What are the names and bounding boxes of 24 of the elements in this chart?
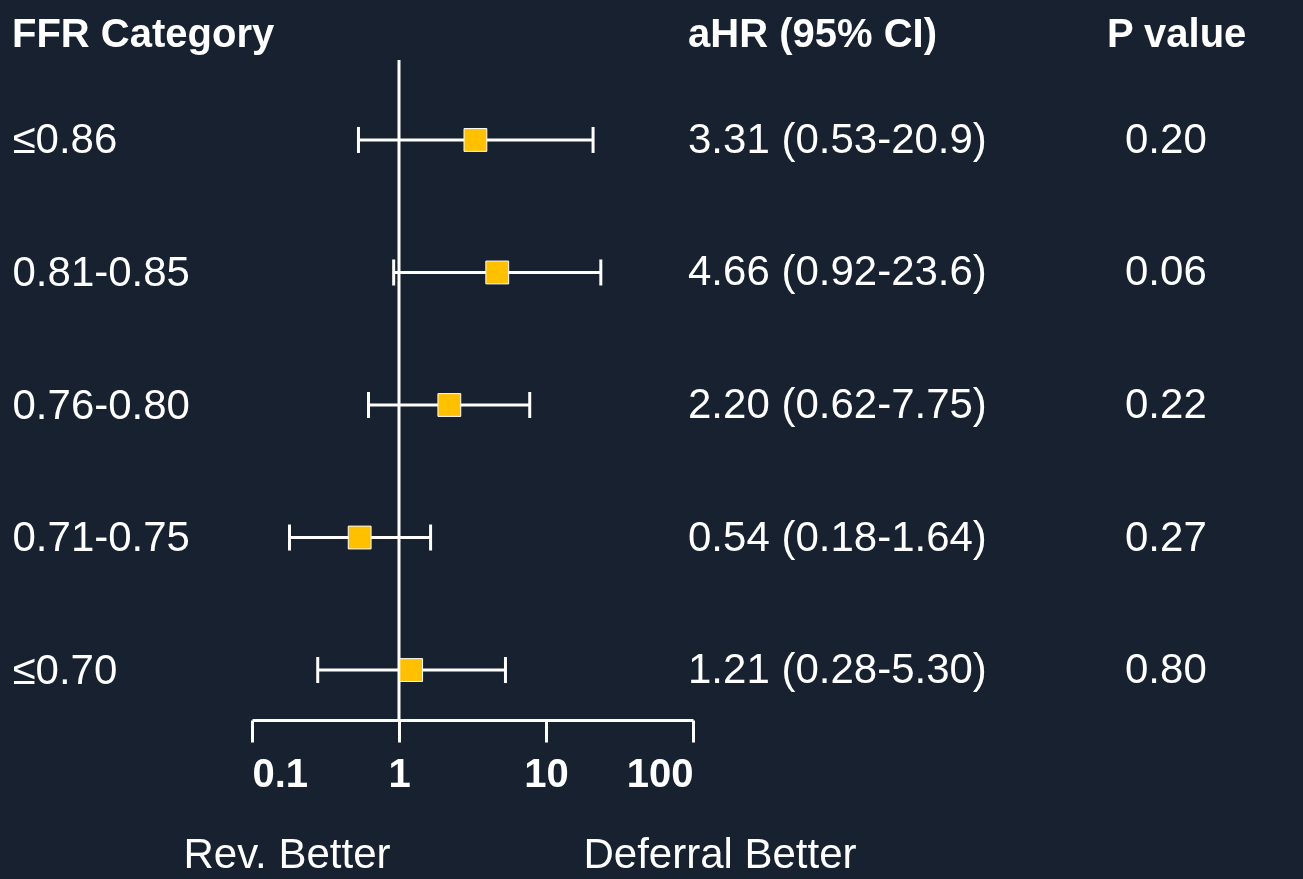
text: aHR (95% CI) xyxy=(688,11,937,55)
text: Rev. Better xyxy=(183,830,391,877)
x-tick-label: 100 xyxy=(626,750,694,795)
y-tick-label: 0.81-0.85 xyxy=(12,247,190,295)
x-tick-label: 1 xyxy=(388,750,411,795)
data-label: 1.21 (0.28-5.30) xyxy=(688,645,987,693)
y-tick-label: 0.76-0.80 xyxy=(12,380,190,428)
data-label: 2.20 (0.62-7.75) xyxy=(688,380,987,427)
y-tick-label: 0.71-0.75 xyxy=(12,513,190,561)
x-tick-label: 10 xyxy=(524,750,569,795)
text: 0.22 xyxy=(1125,380,1207,427)
text: 0.20 xyxy=(1125,114,1207,162)
x-tick-label: 0.1 xyxy=(252,750,309,795)
y-tick-label: ≤0.70 xyxy=(12,645,118,693)
text: 0.06 xyxy=(1125,247,1207,295)
text: P value xyxy=(1107,11,1247,55)
data-label: 0.54 (0.18-1.64) xyxy=(688,512,987,560)
text: Deferral Better xyxy=(583,830,857,877)
y-tick-label: ≤0.86 xyxy=(12,115,118,163)
data-label: 3.31 (0.53-20.9) xyxy=(688,114,987,162)
text: 0.80 xyxy=(1125,645,1207,693)
y-axis-title: FFR Category xyxy=(12,11,275,55)
text: 0.27 xyxy=(1125,512,1207,560)
data-label: 4.66 (0.92-23.6) xyxy=(688,247,987,295)
